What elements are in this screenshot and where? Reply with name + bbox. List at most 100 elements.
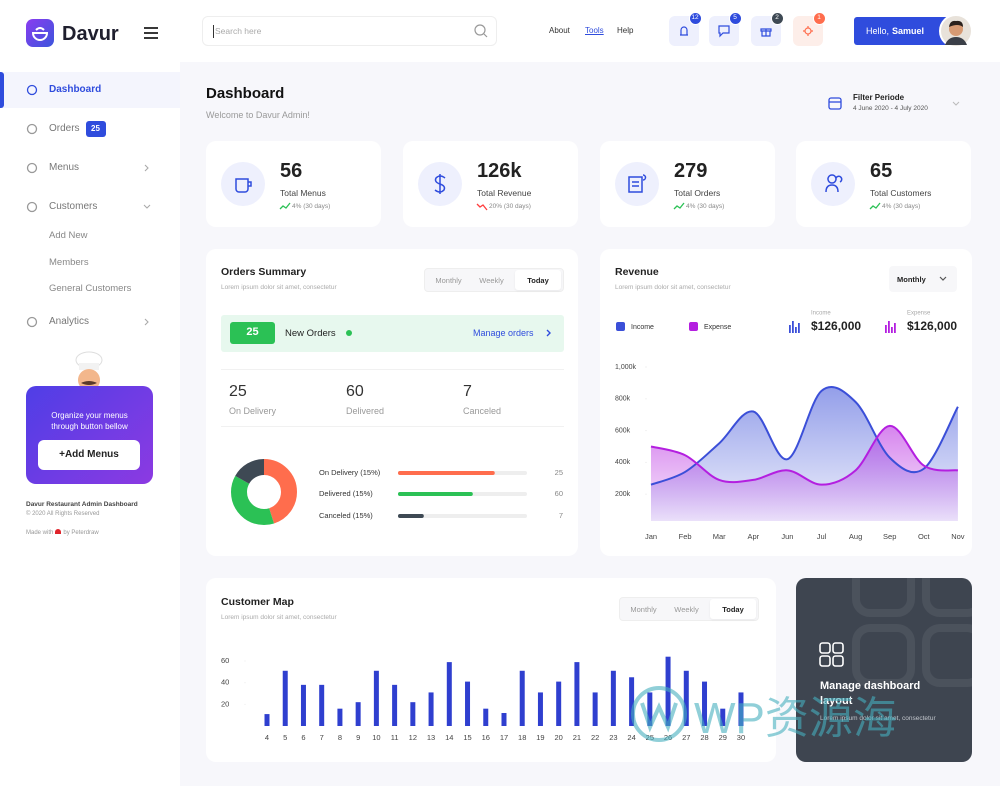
nav-icon-shape — [26, 84, 38, 96]
filter-period[interactable]: Filter Periode 4 June 2020 - 4 July 2020 — [818, 85, 968, 122]
card-title: Revenue — [615, 266, 659, 278]
stat-card: 126k Total Revenue 20% (30 days) — [403, 141, 578, 227]
card-title: Customer Map — [221, 596, 294, 608]
sidebar: Davur Dashboard Orders 25 Menus Customers Anal… — [0, 0, 180, 786]
stat-change: 4% (30 days) — [882, 203, 921, 210]
icon-button[interactable]: 12 — [669, 12, 702, 46]
nav-badge-text: 25 — [91, 124, 100, 133]
manage-orders-chevron-shape — [546, 329, 551, 337]
search-box[interactable]: Search here — [202, 16, 497, 46]
stat-value: 126k — [477, 160, 522, 182]
progress-label: Delivered (15%) — [319, 489, 373, 498]
y-tick-label: 40 — [221, 678, 229, 687]
progress-value: 25 — [555, 468, 563, 477]
manage-icon-square — [832, 642, 844, 654]
donut-segment — [231, 459, 297, 525]
revenue-card: Revenue Lorem ipsum dolor sit amet, conse… — [600, 249, 972, 556]
x-tick-label: Mar — [713, 532, 726, 541]
submenu-item[interactable]: Add New — [49, 230, 88, 241]
total-icon-bar — [888, 321, 890, 333]
bar — [337, 708, 343, 726]
icon-button[interactable]: 5 — [709, 12, 742, 46]
footer-by: by Peterdraw — [63, 530, 99, 536]
page-title: Dashboard — [206, 85, 285, 102]
notification-count: 12 — [691, 14, 699, 21]
revenue-dropdown[interactable]: Monthly — [889, 266, 957, 292]
nav-item[interactable]: Menus — [0, 150, 180, 186]
x-tick-label: 7 — [320, 733, 324, 742]
x-tick-label: 25 — [646, 733, 654, 742]
nav-item[interactable]: Orders 25 — [0, 111, 180, 147]
tab[interactable]: Weekly — [479, 276, 504, 285]
revenue-chart: 200k 400k 600k 800k 1,000k Jan Feb Mar Apr Jun Jul… — [615, 311, 965, 541]
footer-heart — [55, 529, 62, 534]
add-menus-button[interactable]: +Add Menus — [38, 440, 140, 470]
tab[interactable]: Monthly — [630, 605, 657, 614]
x-tick-label: Apr — [747, 532, 759, 541]
total-value: $126,000 — [907, 319, 957, 333]
manage-icon-square — [819, 655, 831, 667]
top-link[interactable]: About — [549, 26, 570, 35]
submenu-item[interactable]: Members — [49, 257, 89, 268]
manage-title: Manage dashboard layout — [820, 680, 921, 707]
tab[interactable]: Today — [527, 276, 549, 285]
nav-icon — [26, 162, 38, 174]
tab-group: Monthly Weekly Today — [424, 268, 564, 292]
footer-copyright: © 2020 All Rights Reserved — [26, 511, 100, 517]
revenue-line — [650, 386, 959, 486]
new-orders-count: 25 — [246, 326, 259, 338]
total-value: 25 — [229, 383, 247, 400]
submenu-item[interactable]: General Customers — [49, 283, 132, 294]
chef-face — [78, 369, 100, 391]
icon-button[interactable]: 1 — [793, 12, 826, 46]
nav-label: Analytics — [49, 316, 90, 327]
decor-square — [852, 578, 915, 617]
total-value: 7 — [463, 383, 472, 400]
profile-button[interactable]: Hello, Samuel — [854, 17, 950, 45]
nav-chevron-shape — [144, 164, 149, 172]
total-value: $126,000 — [811, 319, 861, 333]
icon-button[interactable]: 2 — [751, 12, 784, 46]
x-tick-label: 18 — [518, 733, 526, 742]
tab[interactable]: Monthly — [435, 276, 462, 285]
manage-icon-square — [832, 655, 844, 667]
menu-toggle — [144, 27, 158, 39]
y-tick-label: 20 — [221, 699, 229, 708]
trend-icon — [279, 202, 291, 210]
notification-badge: 1 — [813, 12, 826, 25]
card-subtitle: Lorem ipsum dolor sit amet, consectetur — [221, 614, 337, 621]
add-menus-label: +Add Menus — [59, 449, 119, 460]
manage-text: Lorem ipsum dolor sit amet, consectetur — [820, 715, 936, 722]
x-tick-label: 8 — [338, 733, 342, 742]
tab-active-bg — [515, 270, 561, 290]
nav-label: Customers — [49, 201, 98, 212]
trend-icon-shape — [673, 202, 685, 210]
bar — [501, 713, 507, 726]
total-label: On Delivery — [229, 406, 277, 416]
total-value: 60 — [346, 383, 364, 400]
nav-label: Dashboard — [49, 84, 102, 95]
top-link[interactable]: Tools — [585, 26, 604, 35]
nav-chevron-shape — [144, 318, 149, 326]
legend-swatch — [689, 322, 698, 331]
x-tick-label: 4 — [265, 733, 269, 742]
nav-item[interactable]: Customers — [0, 189, 180, 225]
stat-label: Total Menus — [280, 188, 326, 198]
stat-icon-bg — [221, 162, 265, 206]
nav-item[interactable]: Dashboard — [0, 72, 180, 108]
donut-chart: On Delivery (15%) 25 Delivered (15%) 60 Canc… — [231, 459, 563, 525]
total-caption: Income — [811, 311, 831, 317]
manage-orders-link[interactable]: Manage orders — [473, 328, 534, 338]
total-label: Delivered — [346, 406, 385, 416]
tab[interactable]: Weekly — [674, 605, 699, 614]
orders-summary-card: Orders Summary Lorem ipsum dolor sit amet… — [206, 249, 578, 556]
top-link[interactable]: Help — [617, 26, 634, 35]
nav-icon — [26, 316, 38, 328]
legend-swatch — [616, 322, 625, 331]
nav-chevron — [144, 164, 149, 172]
tab[interactable]: Today — [722, 605, 744, 614]
revenue-area — [651, 425, 958, 521]
x-tick-label: Jul — [817, 532, 827, 541]
nav-item[interactable]: Analytics — [0, 304, 180, 340]
